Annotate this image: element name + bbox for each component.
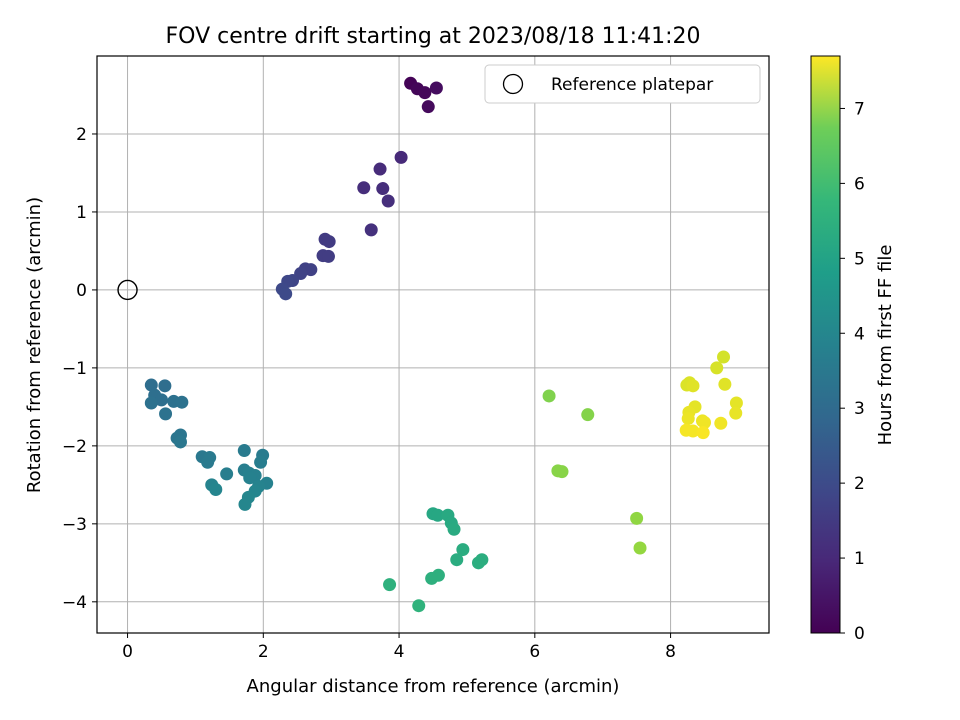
data-point: [418, 86, 432, 100]
data-point: [237, 444, 251, 458]
data-point: [144, 396, 158, 410]
x-axis-ticks: 0 2 4 6 8: [122, 633, 676, 662]
legend-box: [484, 64, 761, 104]
y-axis-label: Rotation from reference (arcmin): [24, 197, 45, 493]
data-point: [381, 194, 395, 208]
data-point: [243, 471, 257, 485]
data-point: [159, 407, 173, 421]
colorbar-ticks: 0 1 2 3 4 5 6 7: [840, 99, 865, 644]
data-point: [633, 541, 647, 555]
data-point: [429, 81, 443, 95]
data-point: [729, 406, 743, 420]
data-points: [144, 76, 743, 613]
legend-marker-icon: [502, 73, 524, 95]
x-axis-label: Angular distance from reference (arcmin): [247, 676, 620, 697]
data-point: [154, 393, 168, 407]
x-tick-label: 4: [394, 642, 405, 662]
grid-lines: [97, 56, 769, 633]
data-point: [710, 361, 724, 375]
data-point: [220, 467, 234, 481]
data-point: [373, 162, 387, 176]
legend-label: Reference platepar: [551, 75, 713, 95]
data-point: [581, 408, 595, 422]
colorbar-tick-label: 3: [854, 399, 865, 419]
data-point: [412, 599, 426, 613]
y-tick-label: −3: [62, 515, 87, 535]
data-point: [421, 100, 435, 114]
data-point: [456, 543, 470, 557]
data-point: [279, 287, 293, 301]
legend: Reference platepar: [484, 64, 761, 104]
colorbar-tick-label: 7: [854, 99, 865, 119]
data-point: [698, 415, 712, 429]
y-axis-ticks: −4 −3 −2 −1 0 1 2: [62, 125, 97, 613]
data-point: [304, 263, 318, 277]
data-point: [158, 379, 172, 393]
data-point: [686, 379, 700, 393]
data-point: [238, 497, 252, 511]
data-point: [630, 511, 644, 525]
x-tick-label: 8: [665, 642, 676, 662]
data-point: [555, 465, 569, 479]
colorbar-tick-label: 2: [854, 474, 865, 494]
data-point: [364, 223, 378, 237]
colorbar-tick-label: 6: [854, 174, 865, 194]
data-point: [175, 395, 189, 409]
x-tick-label: 0: [122, 642, 133, 662]
data-point: [173, 435, 187, 449]
colorbar-tick-label: 4: [854, 324, 865, 344]
data-point: [718, 377, 732, 391]
x-tick-label: 2: [258, 642, 269, 662]
chart-title: FOV centre drift starting at 2023/08/18 …: [166, 24, 701, 49]
reference-point-marker: [117, 279, 138, 301]
data-point: [425, 571, 439, 585]
data-point: [681, 412, 695, 426]
colorbar-tick-label: 5: [854, 249, 865, 269]
data-point: [322, 235, 336, 249]
colorbar-tick-label: 1: [854, 549, 865, 569]
y-tick-label: −4: [62, 593, 87, 613]
data-point: [717, 350, 731, 364]
data-point: [321, 249, 335, 263]
data-point: [394, 150, 408, 164]
colorbar-gradient: [810, 55, 841, 634]
data-point: [431, 508, 445, 522]
y-tick-label: −2: [62, 437, 87, 457]
colorbar-label: Hours from first FF file: [875, 245, 896, 446]
data-point: [254, 455, 268, 469]
y-tick-label: 0: [76, 281, 87, 301]
data-point: [729, 396, 743, 410]
colorbar-tick-label: 0: [854, 624, 865, 644]
data-point: [696, 426, 710, 440]
data-point: [450, 553, 464, 567]
data-point: [383, 578, 397, 592]
reference-marker: [117, 279, 138, 301]
data-point: [471, 556, 485, 570]
y-tick-label: 1: [76, 203, 87, 223]
y-tick-label: −1: [62, 359, 87, 379]
data-point: [201, 455, 215, 469]
y-tick-label: 2: [76, 125, 87, 145]
data-point: [376, 182, 390, 196]
data-point: [144, 378, 158, 392]
data-point: [209, 483, 223, 497]
plot-frame: [96, 55, 770, 634]
data-point: [542, 389, 556, 403]
data-point: [686, 424, 700, 438]
data-point: [714, 416, 728, 430]
data-point: [447, 522, 461, 536]
x-tick-label: 6: [529, 642, 540, 662]
data-point: [357, 181, 371, 195]
colorbar: 0 1 2 3 4 5 6 7 Hours from first FF file: [810, 55, 896, 644]
